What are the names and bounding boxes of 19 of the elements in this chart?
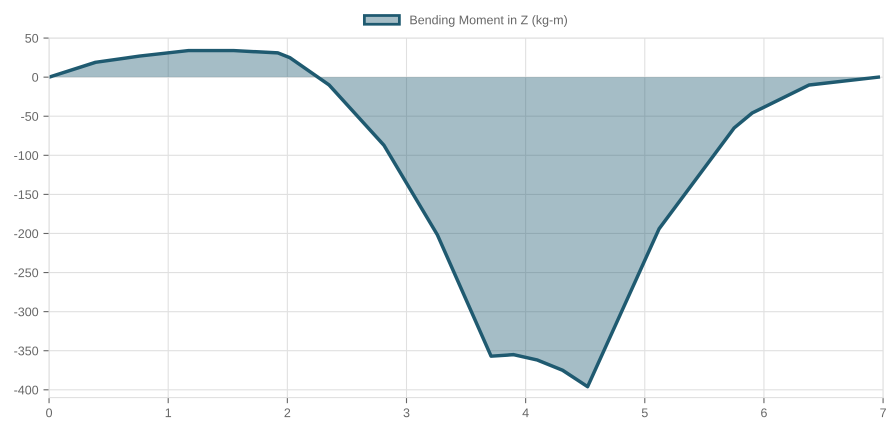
x-tick-label: 7 — [880, 408, 886, 418]
y-tick-label: -150 — [14, 190, 38, 200]
legend-label: Bending Moment in Z (kg-m) — [410, 15, 567, 27]
y-tick-label: -100 — [14, 151, 38, 160]
y-tick-label: 0 — [32, 72, 38, 82]
x-tick-label: 5 — [642, 408, 648, 418]
x-tick-label: 2 — [284, 408, 290, 418]
x-tick-label: 1 — [166, 408, 172, 418]
y-tick-label: -200 — [14, 229, 38, 238]
y-tick-label: -350 — [14, 346, 38, 356]
x-tick-label: 6 — [761, 408, 767, 418]
y-tick-label: -400 — [14, 386, 38, 394]
x-tick-label: 3 — [404, 408, 410, 418]
x-tick-label: 4 — [522, 408, 529, 418]
y-tick-label: -300 — [14, 307, 38, 316]
y-tick-label: -250 — [14, 268, 38, 278]
x-tick-label: 0 — [46, 408, 52, 418]
y-tick-label: -50 — [21, 112, 38, 121]
y-tick-label: 50 — [25, 34, 38, 43]
